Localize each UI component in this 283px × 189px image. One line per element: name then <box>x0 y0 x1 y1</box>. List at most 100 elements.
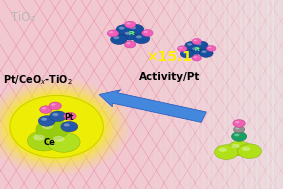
Bar <box>192 0 199 189</box>
Ellipse shape <box>183 51 188 54</box>
Bar <box>138 0 145 189</box>
Text: Pt/CeO$_x$-TiO$_2$: Pt/CeO$_x$-TiO$_2$ <box>3 73 73 87</box>
Text: Activity/Pt: Activity/Pt <box>139 72 200 81</box>
Circle shape <box>0 78 129 175</box>
Bar <box>154 0 161 189</box>
Ellipse shape <box>49 102 61 110</box>
Ellipse shape <box>190 46 204 54</box>
Ellipse shape <box>185 41 199 50</box>
Ellipse shape <box>107 30 119 37</box>
Ellipse shape <box>192 39 201 44</box>
Ellipse shape <box>125 41 136 48</box>
Ellipse shape <box>194 40 197 41</box>
Ellipse shape <box>208 47 211 48</box>
Ellipse shape <box>180 50 194 58</box>
Ellipse shape <box>111 34 127 44</box>
Ellipse shape <box>242 147 250 151</box>
Text: Pt: Pt <box>65 113 74 122</box>
Bar <box>240 0 247 189</box>
Ellipse shape <box>41 118 47 121</box>
Ellipse shape <box>130 26 136 29</box>
FancyArrow shape <box>99 90 206 122</box>
Bar <box>208 0 215 189</box>
Ellipse shape <box>144 31 148 33</box>
Bar <box>261 0 269 189</box>
Ellipse shape <box>53 113 59 116</box>
Ellipse shape <box>47 132 80 152</box>
Ellipse shape <box>125 21 136 28</box>
Ellipse shape <box>179 47 183 49</box>
Bar <box>127 0 134 189</box>
Ellipse shape <box>194 41 208 50</box>
Ellipse shape <box>38 116 55 126</box>
Circle shape <box>0 82 123 171</box>
Ellipse shape <box>27 131 60 151</box>
Bar <box>218 0 226 189</box>
Bar <box>267 0 274 189</box>
Ellipse shape <box>187 43 192 46</box>
Ellipse shape <box>219 148 227 152</box>
Ellipse shape <box>194 56 197 58</box>
Bar <box>235 0 242 189</box>
Text: ×15.1: ×15.1 <box>147 50 193 64</box>
Ellipse shape <box>42 123 53 129</box>
Ellipse shape <box>227 141 251 156</box>
Ellipse shape <box>119 27 125 30</box>
Circle shape <box>10 95 103 158</box>
Ellipse shape <box>109 31 113 33</box>
Ellipse shape <box>51 103 55 106</box>
Ellipse shape <box>42 107 46 109</box>
Ellipse shape <box>122 30 138 40</box>
Bar <box>229 0 236 189</box>
Ellipse shape <box>215 145 238 160</box>
Ellipse shape <box>53 136 65 142</box>
Bar <box>224 0 231 189</box>
Bar <box>143 0 151 189</box>
Ellipse shape <box>64 123 70 126</box>
Ellipse shape <box>199 49 213 57</box>
Ellipse shape <box>231 144 240 148</box>
Ellipse shape <box>64 112 76 120</box>
Ellipse shape <box>238 144 261 159</box>
Ellipse shape <box>233 120 245 127</box>
Ellipse shape <box>177 46 187 52</box>
Text: Ce: Ce <box>44 138 55 147</box>
Ellipse shape <box>235 127 239 129</box>
Text: Pt: Pt <box>195 47 201 52</box>
Ellipse shape <box>113 36 119 39</box>
Ellipse shape <box>231 132 247 141</box>
Ellipse shape <box>61 121 78 132</box>
Bar <box>160 0 167 189</box>
Ellipse shape <box>66 114 70 116</box>
Bar <box>251 0 258 189</box>
Ellipse shape <box>116 25 132 35</box>
Ellipse shape <box>36 119 69 140</box>
Ellipse shape <box>197 43 201 45</box>
Ellipse shape <box>136 35 142 38</box>
Text: TiO₂: TiO₂ <box>11 11 36 23</box>
Bar <box>256 0 263 189</box>
Ellipse shape <box>235 121 239 123</box>
Circle shape <box>7 94 106 160</box>
Bar <box>181 0 188 189</box>
Ellipse shape <box>125 32 130 35</box>
Circle shape <box>0 86 117 167</box>
Bar <box>133 0 140 189</box>
Ellipse shape <box>206 46 216 51</box>
Bar <box>170 0 177 189</box>
Ellipse shape <box>127 22 130 25</box>
Bar <box>186 0 194 189</box>
Ellipse shape <box>40 106 52 113</box>
Circle shape <box>1 90 112 163</box>
Ellipse shape <box>142 29 153 36</box>
Text: Pt: Pt <box>128 32 135 36</box>
Ellipse shape <box>192 47 197 50</box>
Ellipse shape <box>192 55 201 61</box>
Ellipse shape <box>127 42 130 44</box>
Bar <box>176 0 183 189</box>
Bar <box>149 0 156 189</box>
Ellipse shape <box>201 50 207 53</box>
Ellipse shape <box>234 133 239 136</box>
Ellipse shape <box>133 33 150 44</box>
Ellipse shape <box>33 135 45 141</box>
